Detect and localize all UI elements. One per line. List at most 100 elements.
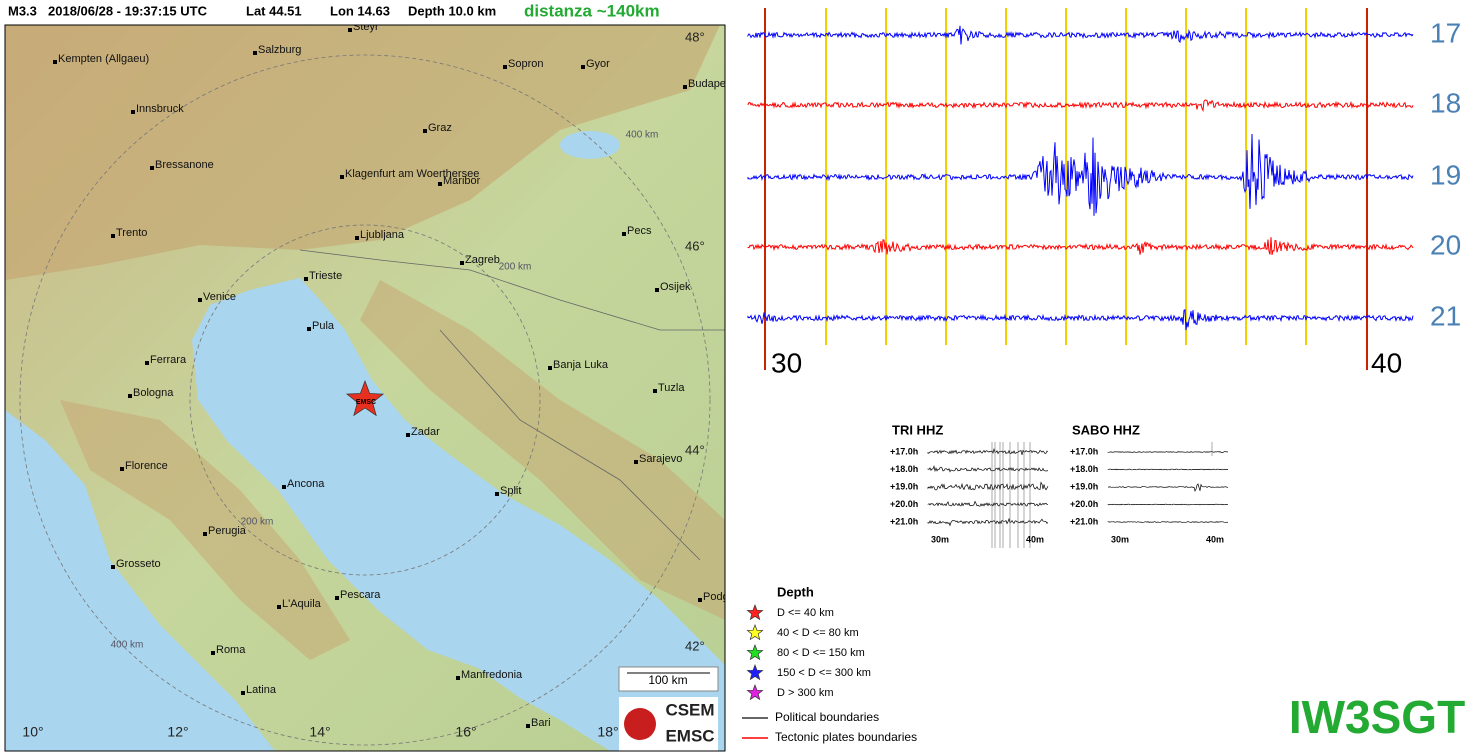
- city-label: Klagenfurt am Woerthersee: [345, 168, 479, 180]
- hour-label: 19: [1430, 159, 1461, 190]
- city-label: Sopron: [508, 58, 543, 70]
- city-label: Steyr: [353, 21, 379, 33]
- city-dot: [495, 492, 499, 496]
- heli-trace: [927, 447, 1049, 455]
- logo-text: CSEM: [665, 700, 714, 719]
- city-dot: [355, 236, 359, 240]
- city-dot: [120, 467, 124, 471]
- legend-label: D > 300 km: [777, 687, 834, 699]
- heli-trace: [1107, 521, 1229, 523]
- city-label: Perugia: [208, 525, 247, 537]
- legend-label: 80 < D <= 150 km: [777, 647, 865, 659]
- city-label: Venice: [203, 291, 236, 303]
- city-dot: [340, 175, 344, 179]
- city-dot: [111, 565, 115, 569]
- legend-label: Political boundaries: [775, 710, 879, 724]
- header-magnitude: M3.3: [8, 3, 37, 18]
- star: [345, 380, 385, 417]
- city-label: Salzburg: [258, 44, 301, 56]
- lat-label: 48°: [685, 29, 705, 44]
- city-label: Osijek: [660, 281, 691, 293]
- legend-label: 40 < D <= 80 km: [777, 627, 859, 639]
- header-distance: distanza ~140km: [524, 1, 660, 20]
- trace: [747, 25, 1414, 45]
- ring-label: 200 km: [241, 517, 274, 528]
- apennines: [60, 400, 350, 660]
- heli-hour: +18.0h: [890, 464, 918, 474]
- ring-label: 400 km: [111, 640, 144, 651]
- city-dot: [653, 389, 657, 393]
- heli-trace: [927, 481, 1049, 491]
- trace: [747, 309, 1414, 331]
- ring-label: 400 km: [626, 130, 659, 141]
- star: [746, 664, 764, 681]
- lon-label: 18°: [597, 724, 618, 740]
- city-dot: [211, 651, 215, 655]
- city-label: Sarajevo: [639, 453, 682, 465]
- legend-title: Depth: [777, 584, 814, 599]
- city-dot: [622, 232, 626, 236]
- city-dot: [634, 460, 638, 464]
- heli-title: TRI HHZ: [892, 422, 943, 437]
- city-dot: [460, 261, 464, 265]
- tyrrhenian-sea: [5, 410, 275, 751]
- star: [746, 644, 764, 661]
- city-dot: [581, 65, 585, 69]
- city-label: Tuzla: [658, 382, 685, 394]
- city-label: Graz: [428, 122, 452, 134]
- city-label: Zadar: [411, 426, 440, 438]
- trace: [747, 237, 1414, 256]
- callsign: IW3SGT: [1289, 691, 1465, 743]
- ring-400: [19, 54, 711, 746]
- city-dot: [683, 85, 687, 89]
- city-label: Latina: [246, 684, 277, 696]
- ring-200: [189, 224, 541, 576]
- city-dot: [655, 288, 659, 292]
- city-dot: [548, 366, 552, 370]
- dinarides: [360, 280, 725, 620]
- city-dot: [150, 166, 154, 170]
- city-label: Innsbruck: [136, 103, 184, 115]
- heli-hour: +17.0h: [1070, 446, 1098, 456]
- city-label: Trento: [116, 227, 147, 239]
- hour-label: 20: [1430, 229, 1461, 260]
- city-dot: [53, 60, 57, 64]
- header-lat: Lat 44.51: [246, 3, 302, 18]
- city-dot: [241, 691, 245, 695]
- city-label: Kempten (Allgaeu): [58, 53, 149, 65]
- city-label: Budapest: [688, 78, 734, 90]
- city-dot: [456, 676, 460, 680]
- city-label: Banja Luka: [553, 359, 609, 371]
- lat-label: 42°: [685, 638, 705, 653]
- logo-text: EMSC: [665, 726, 714, 745]
- heli-trace: [1107, 483, 1229, 492]
- heli-minute: 40m: [1206, 534, 1224, 544]
- heli-title: SABO HHZ: [1072, 422, 1140, 437]
- city-dot: [698, 598, 702, 602]
- city-label: Zagreb: [465, 254, 500, 266]
- heli-hour: +20.0h: [1070, 499, 1098, 509]
- city-label: Bressanone: [155, 159, 214, 171]
- city-label: Florence: [125, 460, 168, 472]
- heli-minute: 40m: [1026, 534, 1044, 544]
- heli-hour: +19.0h: [890, 481, 918, 491]
- trace: [747, 133, 1414, 216]
- city-label: Manfredonia: [461, 669, 523, 681]
- city-dot: [406, 433, 410, 437]
- balaton: [560, 131, 620, 159]
- city-dot: [503, 65, 507, 69]
- header-lon: Lon 14.63: [330, 3, 390, 18]
- lon-label: 16°: [455, 724, 476, 740]
- lon-label: 14°: [309, 724, 330, 740]
- city-dot: [304, 277, 308, 281]
- hour-label: 21: [1430, 300, 1461, 331]
- adriatic-sea: [192, 278, 725, 751]
- city-dot: [423, 129, 427, 133]
- map-frame: [4, 24, 726, 752]
- heli-trace: [1107, 451, 1229, 453]
- logo-globe: [624, 708, 656, 740]
- city-dot: [438, 182, 442, 186]
- lat-label: 46°: [685, 238, 705, 253]
- city-label: Grosseto: [116, 558, 161, 570]
